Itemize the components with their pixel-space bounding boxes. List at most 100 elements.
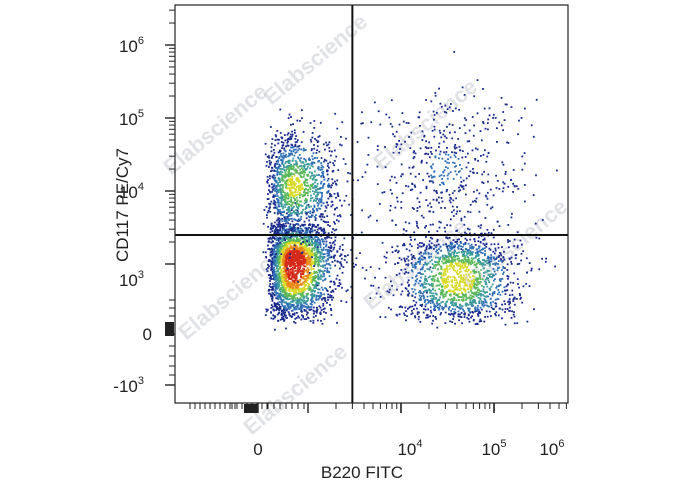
event-dot xyxy=(305,303,308,306)
event-dot xyxy=(290,253,293,255)
event-dot xyxy=(268,207,271,210)
event-dot xyxy=(428,247,431,250)
event-dot xyxy=(404,260,407,263)
event-dot xyxy=(293,260,295,263)
event-dot xyxy=(288,259,291,261)
event-dot xyxy=(268,288,271,291)
event-dot xyxy=(277,217,280,220)
event-dot xyxy=(496,269,499,272)
event-dot xyxy=(435,256,437,259)
event-dot xyxy=(438,260,440,263)
event-dot xyxy=(421,284,424,287)
event-dot xyxy=(496,293,499,295)
event-dot xyxy=(283,301,286,304)
event-dot xyxy=(424,283,427,285)
event-dot xyxy=(424,251,427,254)
event-dot xyxy=(308,157,311,160)
event-dot xyxy=(493,270,496,273)
event-dot xyxy=(302,195,304,198)
event-dot xyxy=(294,243,297,245)
event-dot xyxy=(298,249,301,251)
event-dot xyxy=(330,184,333,187)
event-dot xyxy=(291,172,293,175)
event-dot xyxy=(275,293,277,296)
event-dot xyxy=(329,161,332,164)
event-dot xyxy=(492,256,495,259)
event-dot xyxy=(330,296,332,299)
event-dot xyxy=(472,304,474,307)
event-dot xyxy=(299,266,302,269)
event-dot xyxy=(472,247,474,250)
event-dot xyxy=(306,181,309,184)
event-dot xyxy=(457,261,460,264)
event-dot xyxy=(279,250,282,253)
event-dot xyxy=(284,292,286,294)
event-dot xyxy=(484,250,487,252)
event-dot xyxy=(425,282,428,285)
event-dot xyxy=(277,151,280,154)
event-dot xyxy=(291,276,293,279)
event-dot xyxy=(288,243,291,246)
event-dot xyxy=(286,168,288,170)
event-dot xyxy=(315,287,317,289)
event-dot xyxy=(298,241,301,244)
event-dot xyxy=(326,215,329,217)
event-dot xyxy=(278,138,280,141)
event-dot xyxy=(327,258,329,261)
event-dot xyxy=(311,296,313,298)
event-dot xyxy=(448,308,450,311)
event-dot xyxy=(482,239,485,241)
event-dot xyxy=(288,231,290,233)
event-dot xyxy=(445,236,447,239)
event-dot xyxy=(281,220,284,223)
event-dot xyxy=(277,204,280,206)
event-dot xyxy=(287,245,289,248)
event-dot xyxy=(293,191,296,194)
event-dot xyxy=(320,162,323,164)
event-dot xyxy=(313,279,315,282)
event-dot xyxy=(330,314,333,316)
event-dot xyxy=(281,175,284,178)
event-dot xyxy=(315,179,317,182)
event-dot xyxy=(287,181,289,184)
event-dot xyxy=(499,252,502,255)
event-dot xyxy=(278,252,280,255)
event-dot xyxy=(310,216,313,218)
event-dot xyxy=(291,167,294,170)
event-dot xyxy=(292,238,295,241)
event-dot xyxy=(324,269,326,272)
event-dot xyxy=(513,296,516,299)
event-dot xyxy=(291,254,294,256)
event-dot xyxy=(279,211,281,213)
event-dot xyxy=(297,227,299,229)
event-dot xyxy=(312,152,315,155)
event-dot xyxy=(283,253,286,256)
event-dot xyxy=(449,294,452,297)
event-dot xyxy=(306,274,309,277)
event-dot xyxy=(280,282,283,284)
event-dot xyxy=(312,176,315,179)
event-dot xyxy=(501,303,503,306)
event-dot xyxy=(282,157,285,160)
event-dot xyxy=(454,322,456,325)
event-dot xyxy=(280,168,283,170)
event-dot xyxy=(298,252,301,255)
event-dot xyxy=(456,240,459,243)
event-dot xyxy=(274,162,277,165)
watermark-text: Elabscience xyxy=(258,9,372,110)
event-dot xyxy=(513,311,515,313)
event-dot xyxy=(439,283,442,285)
event-dot xyxy=(444,270,446,272)
event-dot xyxy=(285,197,287,200)
event-dot xyxy=(461,305,464,308)
event-dot xyxy=(278,238,281,241)
event-dot xyxy=(491,273,493,276)
event-dot xyxy=(290,288,292,290)
event-dot xyxy=(278,179,281,181)
event-dot xyxy=(438,306,441,309)
event-dot xyxy=(283,199,286,202)
event-dot xyxy=(294,253,296,256)
event-dot xyxy=(298,204,300,207)
event-dot xyxy=(313,272,316,275)
event-dot xyxy=(448,293,451,296)
